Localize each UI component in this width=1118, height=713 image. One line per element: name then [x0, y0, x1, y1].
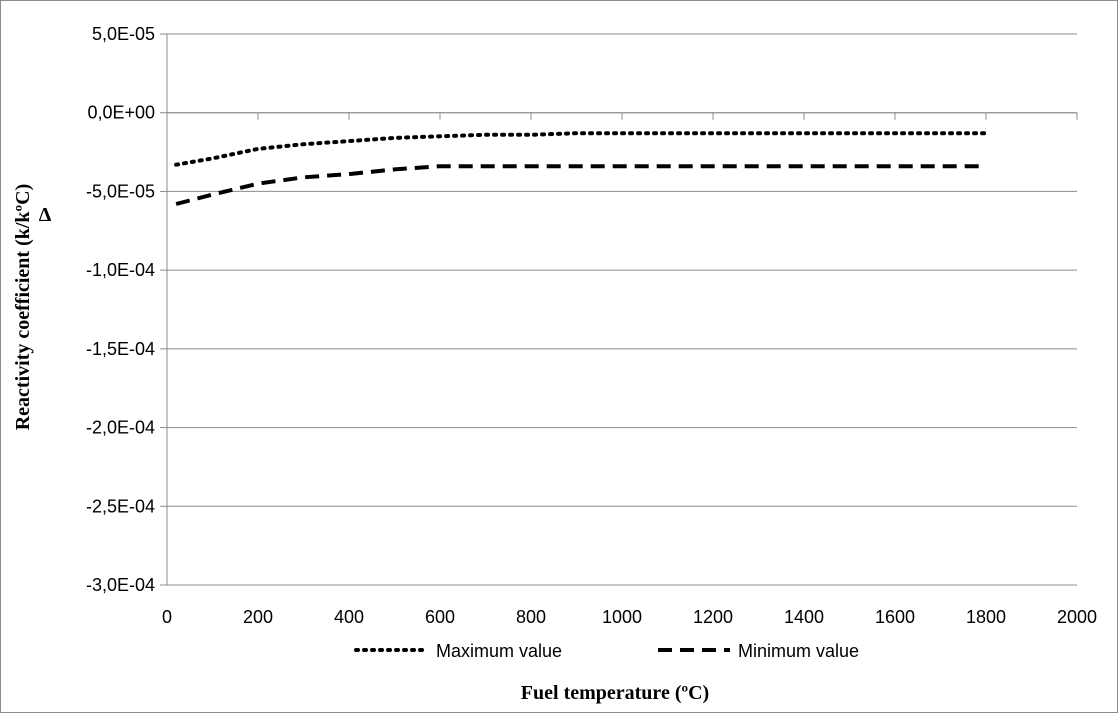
axis-layer: 5,0E-05 0,0E+00 -5,0E-05 -1,0E-04 -1,5E-04 -2… [86, 24, 1097, 627]
y-tick-label: -3,0E-04 [86, 575, 155, 595]
x-tick-label: 200 [243, 607, 273, 627]
legend: Maximum value Minimum value [354, 641, 859, 661]
y-tick-label: -5,0E-05 [86, 181, 155, 201]
x-tick-label: 1000 [602, 607, 642, 627]
y-tick-label: 5,0E-05 [92, 24, 155, 44]
axis-titles: Fuel temperature (ºC) Reactivity coeffici… [12, 184, 709, 704]
y-tick-label: 0,0E+00 [87, 103, 155, 123]
y-axis-title: Reactivity coefficient (k/kºC) [12, 184, 34, 431]
y-tick-label: -2,5E-04 [86, 496, 155, 516]
series-line-minimum-value [175, 164, 986, 206]
y-tick-label: -1,5E-04 [86, 339, 155, 359]
y-tick-label: -2,0E-04 [86, 418, 155, 438]
delta-symbol: Δ [39, 204, 52, 226]
y-tick-label: -1,0E-04 [86, 260, 155, 280]
legend-label: Maximum value [436, 641, 562, 661]
x-tick-label: 600 [425, 607, 455, 627]
x-tick-label: 400 [334, 607, 364, 627]
legend-label: Minimum value [738, 641, 859, 661]
x-tick-label: 2000 [1057, 607, 1097, 627]
x-tick-label: 1200 [693, 607, 733, 627]
x-tick-label: 1600 [875, 607, 915, 627]
series-layer [174, 131, 988, 206]
series-line-maximum-value [174, 131, 988, 167]
x-tick-label: 1400 [784, 607, 824, 627]
x-axis-title: Fuel temperature (ºC) [521, 682, 709, 704]
x-tick-label: 0 [162, 607, 172, 627]
x-tick-label: 800 [516, 607, 546, 627]
x-tick-label: 1800 [966, 607, 1006, 627]
